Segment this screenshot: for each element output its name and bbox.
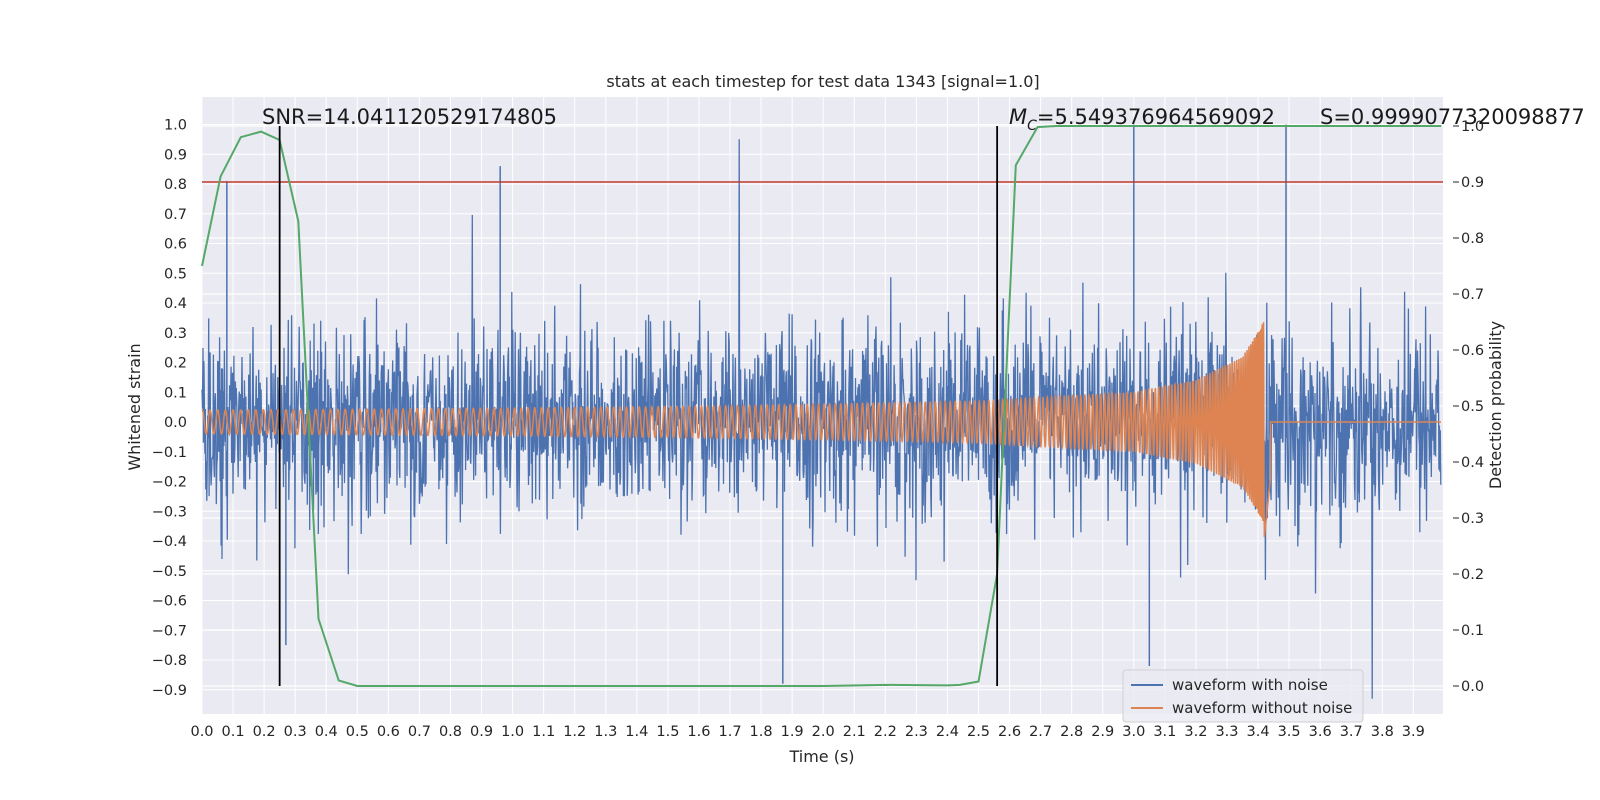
y-tick-label: −0.7 bbox=[152, 623, 187, 639]
x-tick-label: 0.2 bbox=[253, 724, 276, 740]
y2-tick-label: 0.0 bbox=[1461, 679, 1484, 695]
y-tick-label: −0.3 bbox=[152, 504, 187, 520]
legend-label-clean: waveform without noise bbox=[1172, 699, 1352, 717]
mc-annotation: MC=5.549376964569092 bbox=[1009, 105, 1275, 134]
legend: waveform with noise waveform without noi… bbox=[1122, 669, 1364, 723]
y-tick-label: 0.0 bbox=[164, 415, 187, 431]
y-tick-label: 0.5 bbox=[164, 266, 187, 282]
y-tick-label: 0.4 bbox=[164, 296, 187, 312]
x-tick-label: 3.6 bbox=[1309, 724, 1332, 740]
x-tick-label: 3.5 bbox=[1278, 724, 1301, 740]
y-tick-label: −0.5 bbox=[152, 564, 187, 580]
x-tick-label: 3.9 bbox=[1402, 724, 1425, 740]
x-tick-label: 0.1 bbox=[222, 724, 245, 740]
y-tick-label: −0.2 bbox=[152, 475, 187, 491]
x-tick-label: 3.1 bbox=[1153, 724, 1176, 740]
marker-lines bbox=[278, 126, 999, 686]
x-tick-label: 3.8 bbox=[1371, 724, 1394, 740]
y2-tick-label: 0.8 bbox=[1461, 231, 1484, 247]
x-tick-label: 0.5 bbox=[346, 724, 369, 740]
x-tick-label: 1.3 bbox=[594, 724, 617, 740]
y-tick-label: −0.8 bbox=[152, 653, 187, 669]
y-tick-label: 0.1 bbox=[164, 385, 187, 401]
x-tick-label: 2.8 bbox=[1060, 724, 1083, 740]
x-tick-label: 2.0 bbox=[812, 724, 835, 740]
x-axis-label: Time (s) bbox=[788, 747, 854, 766]
x-tick-label: 2.7 bbox=[1029, 724, 1052, 740]
y2-tick-label: 0.1 bbox=[1461, 623, 1484, 639]
x-tick-label: 1.2 bbox=[563, 724, 586, 740]
y2-tick-label: 0.6 bbox=[1461, 343, 1484, 359]
x-tick-label: 0.3 bbox=[284, 724, 307, 740]
y2-tick-label: 0.7 bbox=[1461, 287, 1484, 303]
s-annotation: S=0.9999077320098877 bbox=[1320, 105, 1585, 129]
y-tick-labels: 1.0 0.9 0.8 0.7 0.6 0.5 0.4 0.3 0.2 0.1 0.0 −0.1 −0.… bbox=[152, 118, 187, 699]
x-tick-label: 2.1 bbox=[843, 724, 866, 740]
y2-tick-label: 0.5 bbox=[1461, 399, 1484, 415]
x-tick-label: 2.6 bbox=[998, 724, 1021, 740]
x-tick-label: 1.1 bbox=[532, 724, 555, 740]
x-tick-label: 3.2 bbox=[1184, 724, 1207, 740]
x-tick-label: 3.0 bbox=[1122, 724, 1145, 740]
x-tick-label: 1.5 bbox=[656, 724, 679, 740]
x-tick-label: 3.7 bbox=[1340, 724, 1363, 740]
y-axis-label: Whitened strain bbox=[125, 343, 144, 470]
x-tick-label: 1.9 bbox=[781, 724, 804, 740]
x-tick-label: 1.8 bbox=[750, 724, 773, 740]
y2-tick-label: 0.2 bbox=[1461, 567, 1484, 583]
x-tick-labels: 0.0 0.1 0.2 0.3 0.4 0.5 0.6 0.7 0.8 0.9 1.0 1.1 1.2 1… bbox=[190, 724, 1424, 740]
probability-trace bbox=[201, 125, 1442, 687]
x-tick-label: 3.4 bbox=[1247, 724, 1270, 740]
x-tick-label: 0.6 bbox=[377, 724, 400, 740]
x-tick-label: 1.4 bbox=[625, 724, 648, 740]
clean-trace bbox=[201, 322, 1442, 538]
y2-tick-label: 0.3 bbox=[1461, 511, 1484, 527]
x-tick-label: 2.3 bbox=[905, 724, 928, 740]
mc-symbol: M bbox=[1009, 105, 1027, 129]
x-tick-label: 1.6 bbox=[687, 724, 710, 740]
y2-tick-labels: 1.0 0.9 0.8 0.7 0.6 0.5 0.4 0.3 0.2 0.1 0.0 bbox=[1453, 119, 1484, 695]
y2-axis-label: Detection probability bbox=[1486, 321, 1505, 489]
x-tick-label: 2.4 bbox=[936, 724, 959, 740]
x-tick-label: 2.9 bbox=[1091, 724, 1114, 740]
mc-subscript: C bbox=[1027, 118, 1037, 134]
y-tick-label: 0.6 bbox=[164, 237, 187, 253]
x-tick-label: 3.3 bbox=[1215, 724, 1238, 740]
series-waveform-without-noise bbox=[201, 322, 1442, 538]
y2-tick-label: 0.9 bbox=[1461, 175, 1484, 191]
y-tick-label: −0.1 bbox=[152, 445, 187, 461]
series-detection-probability bbox=[201, 125, 1442, 687]
snr-annotation: SNR=14.041120529174805 bbox=[262, 105, 557, 129]
chart-title: stats at each timestep for test data 134… bbox=[606, 72, 1039, 91]
y-tick-label: 0.7 bbox=[164, 207, 187, 223]
legend-label-noise: waveform with noise bbox=[1172, 676, 1328, 694]
x-tick-label: 0.4 bbox=[315, 724, 338, 740]
y2-tick-label: 0.4 bbox=[1461, 455, 1484, 471]
x-tick-label: 0.7 bbox=[408, 724, 431, 740]
x-tick-label: 0.8 bbox=[439, 724, 462, 740]
x-tick-label: 1.0 bbox=[501, 724, 524, 740]
x-tick-label: 2.5 bbox=[967, 724, 990, 740]
y-tick-label: 0.8 bbox=[164, 177, 187, 193]
y-tick-label: −0.9 bbox=[152, 683, 187, 699]
y-tick-label: 0.9 bbox=[164, 147, 187, 163]
y-tick-label: 1.0 bbox=[164, 118, 187, 134]
mc-value: =5.549376964569092 bbox=[1037, 105, 1275, 129]
y2-tick-label: 1.0 bbox=[1461, 119, 1484, 135]
y-tick-label: −0.6 bbox=[152, 594, 187, 610]
x-tick-label: 2.2 bbox=[874, 724, 897, 740]
x-tick-label: 0.0 bbox=[190, 724, 213, 740]
y-tick-label: 0.2 bbox=[164, 356, 187, 372]
y-tick-label: 0.3 bbox=[164, 326, 187, 342]
x-tick-label: 1.7 bbox=[718, 724, 741, 740]
x-tick-label: 0.9 bbox=[470, 724, 493, 740]
y-tick-label: −0.4 bbox=[152, 534, 187, 550]
